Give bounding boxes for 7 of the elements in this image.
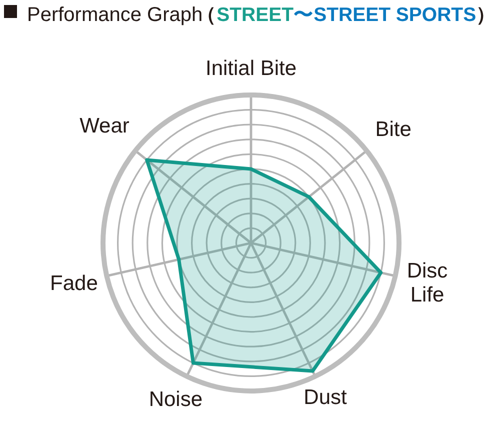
spoke-label: Initial Bite [205, 57, 297, 80]
spoke-label: Wear [80, 114, 130, 138]
spoke-label: Noise [148, 388, 203, 411]
spoke-label: Dust [304, 386, 348, 409]
spoke-label: Disc Life [406, 260, 448, 307]
spoke-label: Fade [50, 272, 98, 295]
spoke-label: Bite [375, 118, 412, 141]
